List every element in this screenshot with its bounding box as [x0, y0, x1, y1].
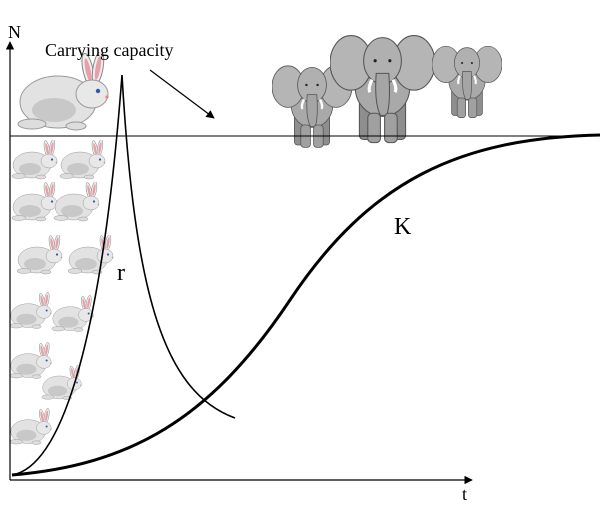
k-curve-label: K	[394, 214, 412, 240]
y-axis-label: N	[8, 22, 21, 42]
rabbits	[10, 50, 113, 444]
x-axis-label: t	[462, 484, 467, 504]
diagram: N t Carrying capacity r K	[0, 0, 602, 506]
elephants	[272, 36, 502, 148]
carrying-capacity-label: Carrying capacity	[45, 40, 173, 60]
r-curve-label: r	[117, 260, 125, 286]
page: N t Carrying capacity r K (() => { const…	[0, 0, 602, 506]
annotation-arrow	[150, 70, 214, 118]
k-curve	[12, 135, 600, 475]
